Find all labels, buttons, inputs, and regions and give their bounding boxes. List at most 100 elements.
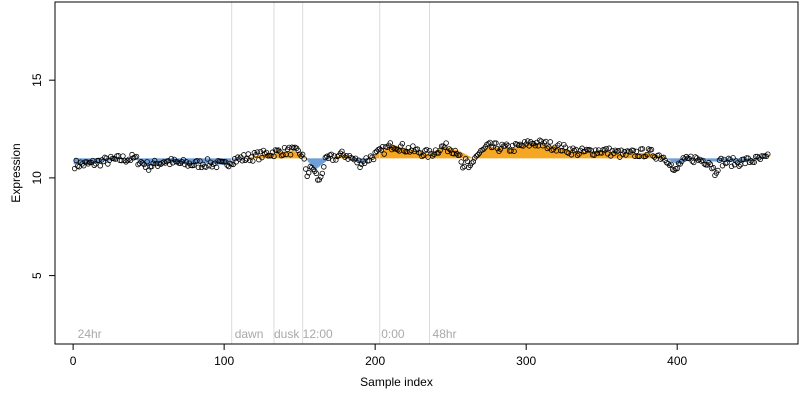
- deviation-bar: [709, 158, 712, 162]
- deviation-bar: [627, 154, 630, 159]
- deviation-bar: [425, 153, 428, 159]
- deviation-bar: [704, 158, 707, 161]
- deviation-bar: [538, 143, 541, 159]
- deviation-bar: [487, 146, 490, 159]
- data-point: [648, 146, 655, 153]
- y-tick-label: 15: [30, 73, 44, 87]
- deviation-bar: [318, 158, 321, 167]
- deviation-bar: [717, 158, 719, 162]
- deviation-bar: [111, 158, 114, 161]
- deviation-bar: [449, 148, 452, 159]
- deviation-bar: [203, 158, 206, 164]
- deviation-bar: [596, 150, 599, 159]
- deviation-bar: [223, 158, 226, 166]
- deviation-bar: [569, 150, 571, 159]
- data-point: [401, 148, 407, 154]
- deviation-bar: [472, 158, 475, 159]
- data-point: [630, 147, 637, 154]
- y-tick-label: 5: [30, 272, 44, 279]
- deviation-bar: [505, 148, 508, 159]
- deviation-bar: [671, 158, 674, 162]
- deviation-bar: [315, 158, 318, 169]
- data-point: [145, 167, 152, 173]
- deviation-bar: [309, 158, 312, 165]
- deviation-bar: [218, 158, 221, 165]
- deviation-bar: [706, 158, 709, 162]
- data-point: [367, 153, 374, 159]
- deviation-bar: [630, 153, 633, 159]
- x-axis-title: Sample index: [360, 375, 433, 389]
- deviation-bar: [605, 151, 608, 159]
- deviation-bar: [262, 154, 265, 159]
- deviation-bar: [298, 153, 301, 159]
- deviation-bar: [439, 148, 441, 159]
- data-point: [469, 160, 475, 166]
- deviation-bar: [88, 158, 91, 164]
- deviation-bar: [550, 145, 553, 159]
- data-point: [195, 164, 202, 171]
- deviation-bar: [393, 145, 396, 159]
- data-point: [306, 170, 312, 176]
- deviation-bar: [711, 158, 713, 162]
- deviation-bar: [245, 157, 248, 159]
- data-point: [571, 147, 578, 154]
- data-point: [135, 161, 141, 168]
- data-point: [91, 162, 97, 169]
- data-point: [633, 148, 640, 155]
- deviation-bar: [206, 158, 209, 164]
- data-point: [562, 144, 569, 150]
- deviation-bar: [526, 144, 529, 159]
- deviation-bar: [227, 158, 230, 163]
- data-point: [671, 167, 677, 173]
- data-point: [426, 147, 433, 154]
- deviation-bar: [479, 152, 482, 159]
- data-point: [727, 156, 733, 163]
- deviation-bar: [174, 158, 177, 163]
- deviation-bar: [578, 152, 580, 159]
- data-point: [601, 147, 608, 153]
- data-point: [555, 142, 561, 149]
- deviation-bar: [641, 152, 644, 159]
- data-point: [728, 163, 735, 170]
- deviation-bar: [481, 151, 484, 159]
- data-point: [253, 152, 259, 158]
- deviation-bar: [647, 152, 650, 159]
- deviation-bar: [634, 153, 636, 159]
- deviation-bar: [492, 147, 494, 159]
- data-point: [378, 147, 384, 153]
- deviation-bar: [555, 146, 558, 159]
- deviation-bar: [274, 152, 277, 159]
- data-point: [718, 155, 724, 162]
- data-point: [444, 148, 451, 155]
- deviation-bar: [248, 157, 251, 159]
- deviation-bar: [437, 149, 440, 159]
- deviation-bar: [519, 146, 522, 159]
- phase-label: 24hr: [78, 327, 102, 341]
- data-point: [141, 161, 147, 168]
- deviation-bar: [603, 151, 606, 159]
- deviation-bar: [504, 148, 506, 159]
- data-point: [245, 151, 252, 157]
- data-point: [159, 160, 165, 166]
- deviation-bar: [375, 154, 378, 159]
- deviation-bar: [528, 143, 531, 159]
- deviation-bar: [724, 158, 727, 162]
- deviation-bar: [259, 155, 262, 159]
- deviation-bar: [209, 158, 212, 164]
- deviation-bar: [381, 150, 384, 159]
- data-point: [434, 150, 440, 156]
- deviation-bar: [200, 158, 203, 164]
- data-point: [247, 157, 253, 164]
- data-point: [250, 158, 256, 164]
- deviation-bar: [267, 153, 269, 159]
- data-point: [85, 161, 91, 167]
- deviation-bar: [467, 155, 470, 159]
- deviation-bar: [649, 153, 651, 159]
- deviation-bar: [84, 158, 87, 165]
- data-point: [97, 163, 104, 169]
- deviation-bar: [310, 158, 313, 167]
- data-point: [257, 148, 264, 155]
- deviation-bar: [306, 158, 309, 161]
- data-point: [71, 165, 78, 172]
- deviation-bar: [476, 154, 479, 159]
